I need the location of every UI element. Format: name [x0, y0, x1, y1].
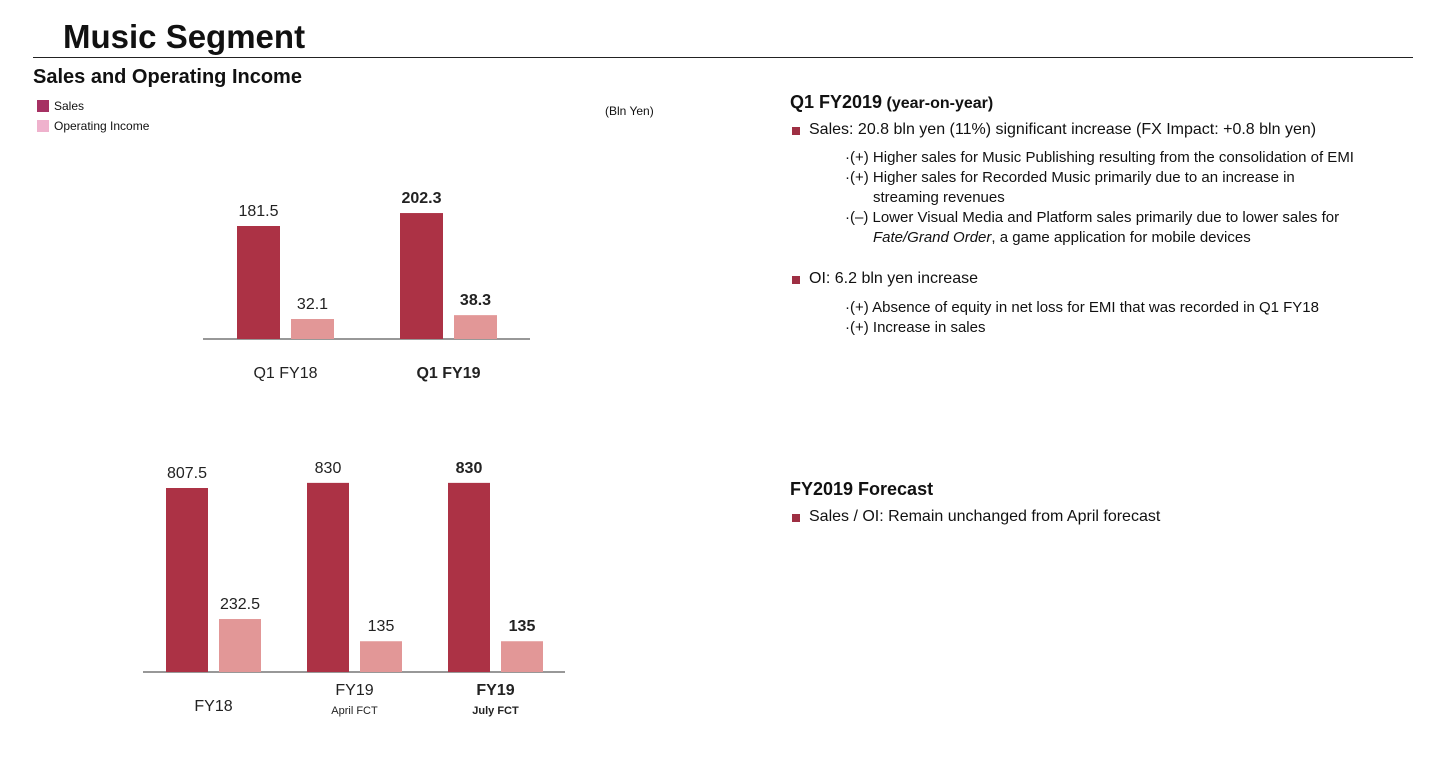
- bar-sales-0: [237, 226, 280, 339]
- q1-oi-item-1: ·(+) Absence of equity in net loss for E…: [845, 299, 1319, 316]
- q1-oi-details: ·(+) Absence of equity in net loss for E…: [845, 298, 1415, 338]
- bar-operating-income-2: [501, 641, 543, 672]
- page-title: Music Segment: [63, 18, 306, 55]
- legend-label-sales: Sales: [54, 99, 85, 113]
- q1-sales-item-2: ·(+) Higher sales for Recorded Music pri…: [845, 169, 1295, 186]
- q1-sales-item-1: ·(+) Higher sales for Music Publishing r…: [845, 149, 1354, 166]
- bar-operating-income-1: [454, 315, 497, 339]
- category-label-0: FY18: [194, 698, 232, 715]
- bar-sales-0: [166, 488, 208, 672]
- q1-oi-bullet: OI: 6.2 bln yen increase: [790, 270, 978, 288]
- bullet-square: [792, 514, 800, 522]
- q1-heading: Q1 FY2019 (year-on-year): [790, 92, 993, 113]
- category-sublabel-2: July FCT: [472, 705, 519, 717]
- bar-operating-income-0: [219, 619, 261, 672]
- q1-sales-details: ·(+) Higher sales for Music Publishing r…: [845, 148, 1415, 248]
- bar-sales-2: [448, 482, 490, 672]
- category-label-2: FY19: [476, 682, 514, 699]
- q1-sales-bullet: Sales: 20.8 bln yen (11%) significant in…: [790, 121, 1316, 139]
- category-label-1: Q1 FY19: [416, 365, 480, 382]
- data-label-sales-0: 807.5: [167, 465, 207, 482]
- q1-sales-item-3: ·(–) Lower Visual Media and Platform sal…: [845, 209, 1340, 226]
- q1-heading-main: Q1 FY2019: [790, 92, 883, 112]
- bullet-square: [792, 127, 800, 135]
- legend-swatch-operating-income: [37, 120, 49, 132]
- data-label-sales-2: 830: [456, 460, 483, 477]
- legend-item-operating-income: Operating Income: [37, 116, 149, 136]
- data-label-sales-0: 181.5: [238, 203, 278, 220]
- bar-sales-1: [307, 482, 349, 672]
- section-title: Sales and Operating Income: [33, 66, 302, 88]
- data-label-operating-income-0: 232.5: [220, 596, 260, 613]
- data-label-operating-income-1: 38.3: [460, 292, 491, 309]
- forecast-heading: FY2019 Forecast: [790, 479, 934, 499]
- data-label-sales-1: 830: [315, 460, 342, 477]
- data-label-sales-1: 202.3: [401, 190, 441, 207]
- forecast-bullet: Sales / OI: Remain unchanged from April …: [790, 508, 1160, 526]
- bar-sales-1: [400, 213, 443, 339]
- q1-heading-sub: (year-on-year): [882, 95, 994, 112]
- forecast-bullet-text: Sales / OI: Remain unchanged from April …: [809, 508, 1161, 525]
- bar-operating-income-0: [291, 319, 334, 339]
- legend-label-operating-income: Operating Income: [54, 119, 150, 133]
- unit-label: (Bln Yen): [605, 104, 654, 118]
- q1-bar-chart: 181.5 32.1 Q1 FY18 202.3 38.3 Q1 FY19: [203, 190, 530, 382]
- chart-legend: Sales Operating Income: [37, 96, 149, 136]
- category-label-1: FY19: [335, 682, 373, 699]
- data-label-operating-income-1: 135: [368, 618, 395, 635]
- category-sublabel-1: April FCT: [331, 705, 378, 717]
- q1-sales-item-2-cont: streaming revenues: [873, 189, 1005, 206]
- q1-sales-bullet-text: Sales: 20.8 bln yen (11%) significant in…: [809, 121, 1317, 138]
- legend-item-sales: Sales: [37, 96, 149, 116]
- bullet-square: [792, 276, 800, 284]
- fy-bar-chart: 807.5 232.5 FY18 830 135 FY19 April FCT 830 135 F…: [143, 460, 565, 717]
- legend-swatch-sales: [37, 100, 49, 112]
- category-label-0: Q1 FY18: [253, 365, 317, 382]
- q1-sales-item-3-cont: Fate/Grand Order, a game application for…: [873, 229, 1251, 246]
- q1-oi-item-2: ·(+) Increase in sales: [845, 319, 986, 336]
- data-label-operating-income-0: 32.1: [297, 296, 328, 313]
- data-label-operating-income-2: 135: [509, 618, 536, 635]
- bar-operating-income-1: [360, 641, 402, 672]
- title-rule: [33, 57, 1413, 58]
- q1-oi-bullet-text: OI: 6.2 bln yen increase: [809, 270, 978, 287]
